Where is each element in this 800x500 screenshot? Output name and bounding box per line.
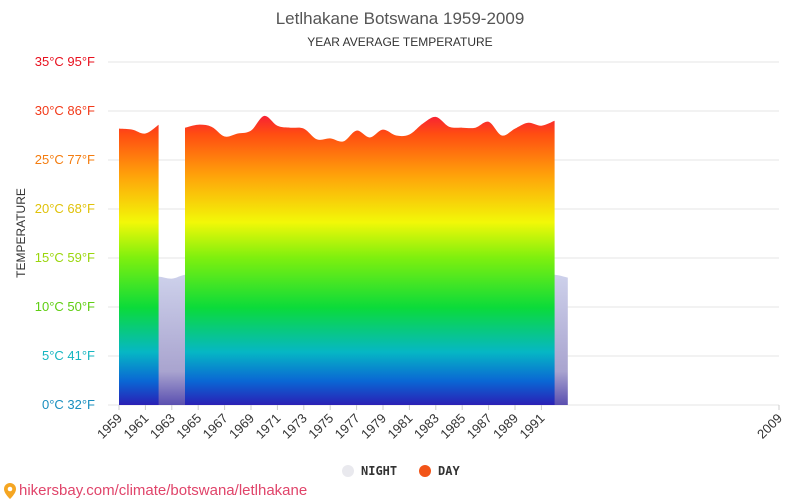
y-tick-label: 10°C 50°F bbox=[35, 299, 95, 314]
day-series-area[interactable] bbox=[185, 115, 555, 406]
x-tick-label: 1969 bbox=[226, 411, 257, 442]
x-tick-label: 1959 bbox=[94, 411, 125, 442]
chart-title: Letlhakane Botswana 1959-2009 bbox=[276, 9, 525, 28]
x-tick-label: 1963 bbox=[147, 411, 178, 442]
y-tick-label: 20°C 68°F bbox=[35, 201, 95, 216]
chart-subtitle: YEAR AVERAGE TEMPERATURE bbox=[307, 35, 492, 49]
x-tick-label: 1973 bbox=[279, 411, 310, 442]
x-tick-label: 1975 bbox=[305, 411, 336, 442]
x-tick-label: 1989 bbox=[490, 411, 521, 442]
x-tick-label: 1987 bbox=[464, 411, 495, 442]
x-tick-label: 1985 bbox=[437, 411, 468, 442]
y-tick-label: 0°C 32°F bbox=[42, 397, 95, 412]
footer-url[interactable]: hikersbay.com/climate/botswana/letlhakan… bbox=[19, 482, 307, 499]
legend-day-label[interactable]: DAY bbox=[438, 464, 460, 478]
y-tick-label: 30°C 86°F bbox=[35, 103, 95, 118]
x-tick-label: 1961 bbox=[120, 411, 151, 442]
x-tick-label: 1967 bbox=[200, 411, 231, 442]
x-tick-label: 1971 bbox=[252, 411, 283, 442]
y-tick-label: 5°C 41°F bbox=[42, 348, 95, 363]
legend-day-marker[interactable] bbox=[419, 465, 431, 477]
x-tick-label: 1991 bbox=[516, 411, 547, 442]
x-tick-label: 1977 bbox=[332, 411, 363, 442]
x-tick-label: 1979 bbox=[358, 411, 389, 442]
y-axis-ticks: 0°C 32°F 5°C 41°F 10°C 50°F 15°C 59°F 20°C 6… bbox=[35, 54, 95, 412]
x-tick-label: 1983 bbox=[411, 411, 442, 442]
x-tick-label: 1981 bbox=[384, 411, 415, 442]
x-tick-label: 2009 bbox=[754, 411, 785, 442]
y-tick-label: 35°C 95°F bbox=[35, 54, 95, 69]
legend-night-marker[interactable] bbox=[342, 465, 354, 477]
y-tick-label: 25°C 77°F bbox=[35, 152, 95, 167]
x-axis-ticks: 1959196119631965196719691971197319751977… bbox=[94, 405, 785, 442]
x-tick-label: 1965 bbox=[173, 411, 204, 442]
day-series-area[interactable] bbox=[119, 124, 159, 405]
map-pin-dot bbox=[7, 486, 13, 492]
legend[interactable]: NIGHT DAY bbox=[342, 464, 460, 478]
legend-night-label[interactable]: NIGHT bbox=[361, 464, 397, 478]
y-axis-label: TEMPERATURE bbox=[14, 188, 28, 278]
y-tick-label: 15°C 59°F bbox=[35, 250, 95, 265]
series-layer bbox=[119, 115, 568, 406]
footer-link[interactable]: hikersbay.com/climate/botswana/letlhakan… bbox=[4, 482, 307, 499]
